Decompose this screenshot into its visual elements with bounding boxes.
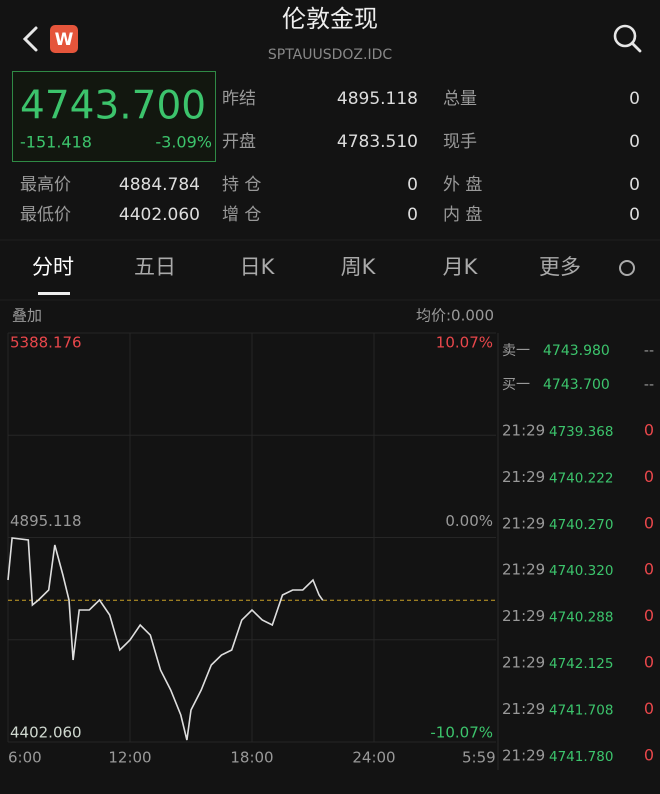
trade-volume: 0 (644, 513, 654, 532)
stat-value: 0 (407, 175, 418, 195)
change: -151.418 (20, 133, 92, 152)
book-volume: -- (644, 377, 654, 393)
book-label: 卖一 (502, 343, 530, 359)
trade-time: 21:29 (502, 422, 545, 440)
price: 4743.700 (20, 84, 206, 129)
y-tick-label: 5388.176 (10, 334, 82, 352)
trade-time: 21:29 (502, 514, 545, 532)
overlay-button[interactable]: 叠加 (12, 307, 42, 325)
tab[interactable]: 更多 (539, 255, 581, 279)
x-tick-label: 6:00 (8, 749, 42, 767)
trade-time: 21:29 (502, 700, 545, 718)
quote-box (12, 71, 216, 162)
stat-label: 外 盘 (443, 175, 482, 195)
badge-icon (50, 25, 78, 53)
trade-price: 4740.222 (549, 470, 613, 486)
trade-time: 21:29 (502, 654, 545, 672)
trade-price: 4742.125 (549, 656, 613, 672)
trade-price: 4739.368 (549, 424, 613, 440)
trade-volume: 0 (644, 699, 654, 718)
trade-volume: 0 (644, 560, 654, 579)
price-line (7, 537, 324, 741)
stat-label: 持 仓 (222, 175, 261, 195)
stat-label: 总量 (443, 89, 477, 109)
tab[interactable]: 月K (443, 255, 479, 279)
stat-label: 最高价 (20, 175, 71, 195)
y-tick-label: 4895.118 (10, 512, 82, 530)
trade-volume: 0 (644, 606, 654, 625)
search-handle (630, 41, 642, 53)
x-tick-label: 12:00 (108, 749, 151, 767)
trade-price: 4740.288 (549, 610, 613, 626)
trade-price: 4741.780 (549, 749, 613, 765)
trade-price: 4741.708 (549, 702, 613, 718)
stat-value: 0 (629, 132, 640, 152)
tab[interactable]: 五日 (134, 255, 176, 279)
book-label: 买一 (502, 377, 530, 393)
stat-value: 0 (629, 175, 640, 195)
trade-time: 21:29 (502, 607, 545, 625)
trade-price: 4740.270 (549, 517, 613, 533)
tab[interactable]: 分时 (32, 255, 74, 279)
stat-label: 昨结 (222, 89, 256, 109)
trade-time: 21:29 (502, 468, 545, 486)
book-price: 4743.700 (543, 377, 610, 393)
tab[interactable]: 周K (341, 255, 377, 279)
stat-label: 最低价 (20, 205, 71, 225)
stat-label: 开盘 (222, 132, 256, 152)
trade-volume: 0 (644, 421, 654, 440)
avg-price: 均价:0.000 (416, 307, 494, 325)
y2-tick-label: 10.07% (436, 334, 493, 352)
y2-tick-label: 0.00% (445, 512, 493, 530)
trade-time: 21:29 (502, 746, 545, 764)
badge-text: W (55, 30, 74, 50)
trade-volume: 0 (644, 745, 654, 764)
trade-price: 4740.320 (549, 563, 613, 579)
stat-label: 内 盘 (443, 205, 482, 225)
trade-volume: 0 (644, 653, 654, 672)
book-price: 4743.980 (543, 343, 610, 359)
x-tick-label: 5:59 (462, 749, 496, 767)
search-circle (613, 24, 637, 48)
book-volume: -- (644, 343, 654, 359)
trade-time: 21:29 (502, 561, 545, 579)
back-button[interactable] (22, 26, 38, 52)
stat-value: 0 (629, 89, 640, 109)
title: 伦敦金现 (282, 5, 378, 33)
stat-value: 4895.118 (337, 89, 418, 109)
y-tick-label: 4402.060 (10, 724, 82, 742)
stat-label: 现手 (443, 132, 477, 152)
stat-value: 4402.060 (119, 205, 200, 225)
stat-value: 4884.784 (119, 175, 200, 195)
stat-value: 4783.510 (337, 132, 418, 152)
x-tick-label: 24:00 (352, 749, 395, 767)
settings-button[interactable] (619, 260, 635, 276)
x-tick-label: 18:00 (230, 749, 273, 767)
stat-label: 增 仓 (222, 205, 261, 225)
change-pct: -3.09% (155, 133, 212, 152)
trade-volume: 0 (644, 467, 654, 486)
search-button[interactable] (613, 24, 642, 53)
stat-value: 0 (407, 205, 418, 225)
code: SPTAUUSDOZ.IDC (268, 47, 393, 63)
tab-indicator (38, 292, 70, 295)
y2-tick-label: -10.07% (430, 724, 493, 742)
stat-value: 0 (629, 205, 640, 225)
tab[interactable]: 日K (240, 255, 276, 279)
